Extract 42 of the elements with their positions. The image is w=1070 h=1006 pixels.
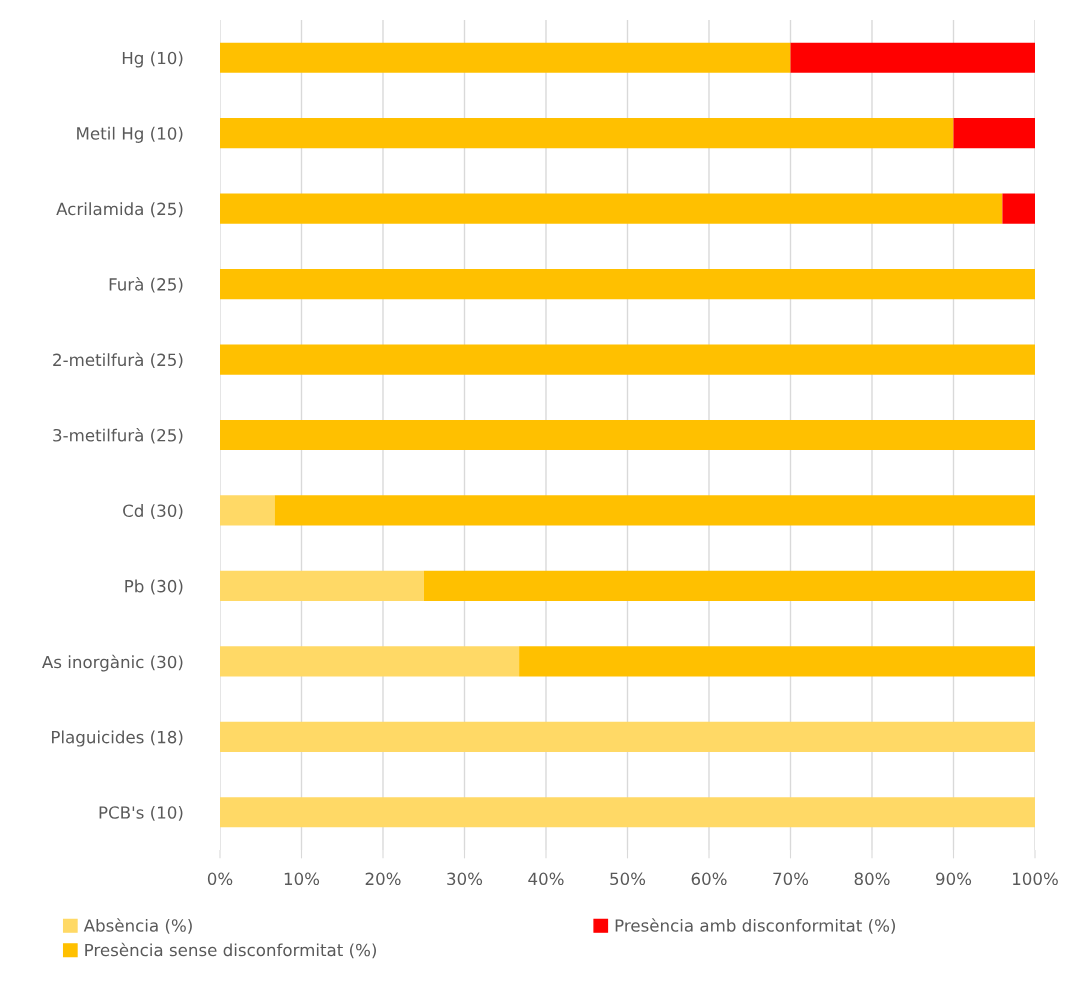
bar [519,646,1035,677]
bar [274,495,1035,526]
legend-label: Presència amb disconformitat (%) [615,918,896,934]
bar [220,118,954,149]
y-tick-label: Plaguicides (18) [52,730,183,747]
bar [220,269,1035,300]
legend-label: Absència (%) [83,918,192,934]
x-tick-label: 10% [284,872,320,886]
bar [220,797,1035,828]
bar [220,570,424,601]
y-tick-label: Furà (25) [109,277,183,293]
bar [953,118,1035,149]
y-tick-label: Acrilamida (25) [56,202,183,218]
y-tick-label: 3-metilfurà (25) [53,428,183,444]
x-tick-label: 50% [610,872,646,886]
bar [423,570,1035,601]
bar [220,419,1035,451]
x-tick-label: 0% [207,872,233,886]
legend-label: Presència sense disconformitat (%) [85,942,376,959]
x-tick-label: 80% [854,872,890,886]
y-tick-label: Hg (10) [122,51,183,68]
bar [220,42,791,73]
x-tick-label: 20% [365,872,401,886]
x-tick-label: 70% [773,872,809,886]
bar [220,646,520,677]
y-tick-label: 2-metilfurà (25) [53,352,183,369]
bar [1002,193,1035,224]
y-tick-label: Pb (30) [125,579,183,595]
bar [790,42,1035,73]
x-tick-label: 90% [936,872,972,886]
x-tick-label: 60% [691,872,727,886]
bar [220,344,1035,375]
x-tick-label: 40% [528,872,564,886]
x-tick-label: 100% [1013,872,1058,886]
y-tick-label: PCB's (10) [99,805,183,821]
bar [220,193,1003,224]
x-tick-label: 30% [447,872,483,886]
bar [220,721,1035,752]
bar [220,495,275,526]
y-tick-label: As inorgànic (30) [42,654,183,672]
y-tick-label: Metil Hg (10) [77,126,183,143]
y-tick-label: Cd (30) [123,504,183,519]
